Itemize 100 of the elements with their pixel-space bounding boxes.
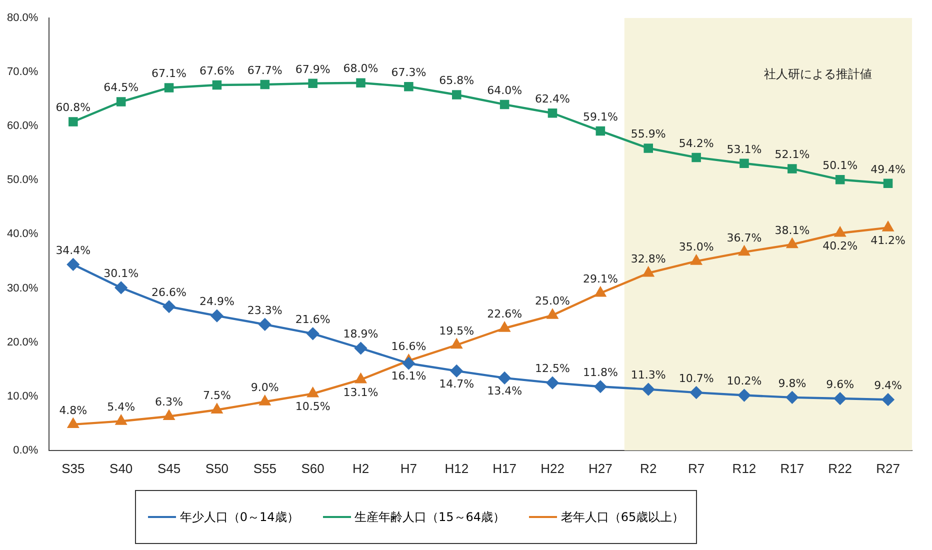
point bbox=[402, 357, 415, 370]
data-label: 60.8% bbox=[56, 101, 91, 114]
point bbox=[692, 152, 701, 162]
point bbox=[883, 178, 893, 188]
point bbox=[164, 83, 174, 92]
point bbox=[547, 309, 558, 319]
point bbox=[212, 80, 222, 90]
data-label: 67.7% bbox=[247, 64, 282, 77]
point bbox=[882, 393, 894, 406]
point bbox=[114, 282, 128, 294]
legend-label: 年少人口（0～14歳） bbox=[180, 508, 299, 526]
point bbox=[68, 117, 78, 126]
data-label: 50.1% bbox=[822, 158, 858, 172]
data-label: 6.3% bbox=[155, 396, 183, 409]
data-label: 19.5% bbox=[439, 324, 474, 338]
point bbox=[308, 78, 318, 88]
x-tick-label: H17 bbox=[492, 460, 516, 476]
data-label: 38.1% bbox=[774, 224, 810, 237]
data-label: 21.6% bbox=[295, 313, 330, 326]
data-label: 11.3% bbox=[630, 368, 666, 382]
point bbox=[499, 322, 510, 332]
point bbox=[500, 100, 510, 110]
x-tick-label: R22 bbox=[828, 460, 852, 476]
data-label: 12.5% bbox=[535, 362, 570, 376]
y-tick-label: 70.0% bbox=[6, 66, 38, 78]
y-tick-label: 40.0% bbox=[6, 228, 38, 240]
data-label: 25.0% bbox=[535, 294, 570, 308]
data-label: 49.4% bbox=[870, 162, 906, 176]
data-label: 22.6% bbox=[487, 308, 522, 321]
x-tick-label: S45 bbox=[157, 460, 181, 476]
data-label: 40.2% bbox=[822, 239, 858, 252]
legend-label: 老年人口（65歳以上） bbox=[560, 508, 684, 526]
x-tick-label: H27 bbox=[588, 460, 612, 476]
x-tick-label: S40 bbox=[110, 460, 133, 476]
data-label: 16.6% bbox=[391, 340, 426, 354]
point bbox=[164, 410, 174, 420]
point bbox=[834, 392, 846, 405]
point bbox=[68, 418, 79, 428]
point bbox=[452, 90, 462, 100]
point bbox=[212, 404, 222, 414]
data-label: 52.1% bbox=[774, 148, 810, 162]
data-label: 64.5% bbox=[104, 81, 139, 94]
x-tick-label: R17 bbox=[780, 460, 804, 476]
point bbox=[546, 376, 559, 389]
data-label: 11.8% bbox=[582, 366, 618, 379]
point bbox=[786, 391, 798, 404]
data-label: 23.3% bbox=[247, 304, 282, 317]
data-label: 67.3% bbox=[391, 66, 426, 80]
data-label: 34.4% bbox=[56, 244, 91, 257]
point bbox=[259, 396, 270, 406]
point bbox=[450, 364, 463, 378]
point bbox=[835, 174, 845, 184]
point bbox=[451, 338, 462, 349]
y-tick-label: 80.0% bbox=[6, 12, 38, 24]
point bbox=[738, 389, 750, 402]
data-label: 4.8% bbox=[59, 404, 88, 417]
point bbox=[307, 388, 318, 398]
y-tick-label: 50.0% bbox=[6, 174, 38, 186]
x-tick-label: H7 bbox=[400, 460, 418, 476]
point bbox=[594, 380, 607, 393]
data-label: 16.1% bbox=[391, 370, 426, 383]
point bbox=[740, 158, 749, 168]
point bbox=[786, 238, 798, 248]
data-label: 67.1% bbox=[152, 67, 186, 80]
y-tick-label: 30.0% bbox=[6, 282, 38, 294]
data-label: 68.0% bbox=[343, 62, 378, 76]
point bbox=[116, 97, 126, 106]
point bbox=[116, 415, 127, 425]
point bbox=[690, 255, 702, 265]
data-label: 32.8% bbox=[630, 252, 666, 266]
y-tick-label: 60.0% bbox=[6, 120, 38, 132]
data-label: 14.7% bbox=[439, 377, 474, 390]
x-tick-label: S50 bbox=[205, 460, 229, 476]
data-label: 18.9% bbox=[343, 328, 378, 341]
point bbox=[834, 227, 846, 237]
x-tick-label: H2 bbox=[352, 460, 370, 476]
data-label: 53.1% bbox=[726, 142, 762, 156]
band-label: 社人研による推計値 bbox=[764, 67, 872, 81]
data-label: 9.8% bbox=[778, 376, 806, 390]
point bbox=[548, 108, 558, 118]
x-tick-label: R27 bbox=[876, 460, 900, 476]
data-label: 59.1% bbox=[582, 110, 618, 124]
x-tick-label: R2 bbox=[640, 460, 657, 476]
data-label: 7.5% bbox=[202, 389, 231, 402]
data-label: 13.1% bbox=[343, 386, 378, 399]
y-tick-label: 10.0% bbox=[6, 390, 38, 402]
point bbox=[596, 126, 606, 136]
data-label: 67.6% bbox=[199, 64, 234, 78]
point bbox=[738, 246, 750, 256]
point bbox=[404, 82, 414, 92]
data-label: 9.0% bbox=[250, 381, 279, 394]
point bbox=[354, 342, 367, 354]
data-label: 64.0% bbox=[487, 84, 522, 97]
x-tick-label: H12 bbox=[444, 460, 469, 476]
point bbox=[498, 372, 511, 384]
x-tick-label: R7 bbox=[688, 460, 705, 476]
point bbox=[644, 144, 653, 153]
data-label: 55.9% bbox=[630, 128, 666, 141]
point bbox=[788, 164, 797, 174]
point bbox=[355, 373, 366, 384]
